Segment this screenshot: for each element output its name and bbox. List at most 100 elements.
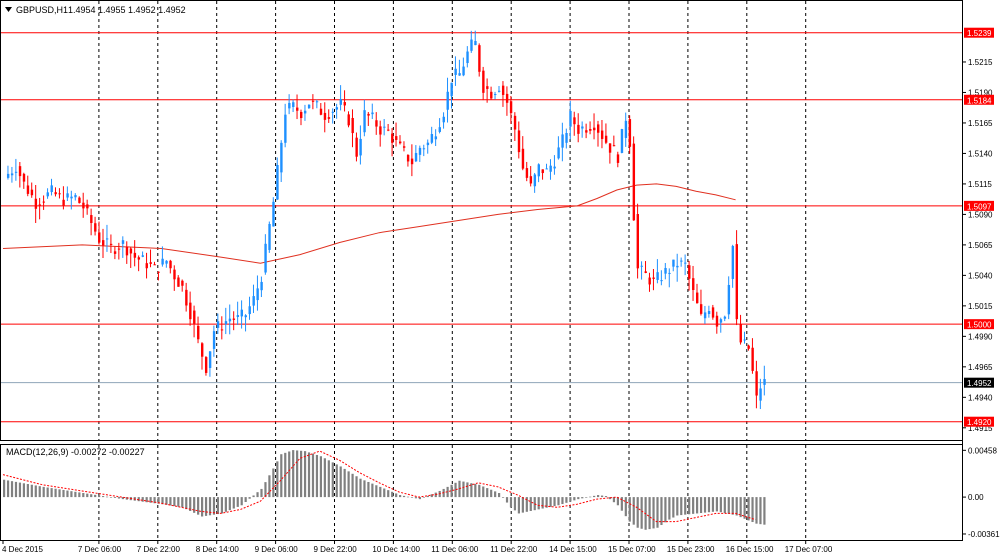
- candle-body[interactable]: [379, 126, 382, 135]
- candle-body[interactable]: [636, 214, 639, 269]
- candle-body[interactable]: [656, 272, 659, 280]
- candle-body[interactable]: [240, 309, 243, 317]
- candle-body[interactable]: [94, 223, 97, 232]
- horizontal-levels[interactable]: [1, 32, 962, 423]
- candle-body[interactable]: [177, 277, 180, 287]
- candle-body[interactable]: [260, 281, 263, 291]
- candle-body[interactable]: [367, 113, 370, 116]
- candle-body[interactable]: [307, 104, 311, 109]
- candle-body[interactable]: [545, 168, 548, 170]
- candle-body[interactable]: [252, 296, 255, 306]
- candle-body[interactable]: [688, 265, 691, 279]
- candle-body[interactable]: [597, 124, 600, 133]
- candle-body[interactable]: [501, 85, 505, 95]
- candle-body[interactable]: [66, 193, 69, 198]
- candle-body[interactable]: [707, 311, 711, 315]
- candle-body[interactable]: [268, 224, 271, 250]
- candle-body[interactable]: [402, 146, 406, 148]
- candle-body[interactable]: [577, 124, 580, 134]
- candle-body[interactable]: [632, 143, 636, 221]
- candle-body[interactable]: [42, 201, 45, 203]
- candle-body[interactable]: [30, 189, 34, 196]
- candle-body[interactable]: [406, 154, 410, 162]
- candle-body[interactable]: [616, 154, 620, 163]
- candle-body[interactable]: [292, 102, 295, 107]
- candles[interactable]: [6, 30, 766, 410]
- candle-body[interactable]: [450, 82, 453, 97]
- candle-body[interactable]: [395, 136, 398, 140]
- candle-body[interactable]: [315, 101, 319, 103]
- candle-body[interactable]: [585, 130, 588, 133]
- candle-body[interactable]: [446, 91, 449, 110]
- candle-body[interactable]: [684, 262, 687, 264]
- candle-body[interactable]: [109, 243, 113, 245]
- candle-body[interactable]: [319, 108, 323, 115]
- candle-body[interactable]: [153, 264, 156, 266]
- candle-body[interactable]: [751, 347, 754, 371]
- candle-body[interactable]: [22, 173, 26, 182]
- candle-body[interactable]: [228, 318, 232, 322]
- candle-body[interactable]: [557, 147, 560, 159]
- candle-body[interactable]: [430, 134, 434, 143]
- candle-body[interactable]: [371, 112, 374, 115]
- candle-body[interactable]: [185, 289, 188, 306]
- candle-body[interactable]: [442, 116, 445, 123]
- candle-body[interactable]: [355, 137, 358, 157]
- candle-body[interactable]: [513, 115, 517, 130]
- candle-body[interactable]: [434, 136, 438, 140]
- candle-body[interactable]: [438, 127, 441, 132]
- candle-body[interactable]: [232, 318, 236, 320]
- candle-body[interactable]: [335, 107, 339, 110]
- candle-body[interactable]: [272, 201, 275, 227]
- candle-body[interactable]: [696, 292, 699, 304]
- candle-body[interactable]: [482, 70, 485, 93]
- candle-body[interactable]: [18, 166, 22, 177]
- candle-body[interactable]: [537, 164, 540, 177]
- candle-body[interactable]: [26, 185, 30, 194]
- candle-body[interactable]: [458, 73, 461, 76]
- candle-body[interactable]: [521, 148, 525, 169]
- candle-body[interactable]: [387, 129, 390, 131]
- candle-body[interactable]: [692, 278, 695, 291]
- candle-body[interactable]: [256, 288, 259, 301]
- candle-body[interactable]: [719, 319, 723, 323]
- candle-body[interactable]: [327, 117, 331, 119]
- candle-body[interactable]: [149, 262, 152, 264]
- candle-body[interactable]: [422, 148, 426, 150]
- candle-body[interactable]: [78, 197, 81, 203]
- candle-body[interactable]: [703, 312, 707, 319]
- candle-body[interactable]: [644, 271, 647, 273]
- candle-body[interactable]: [216, 321, 220, 328]
- candle-body[interactable]: [569, 110, 572, 127]
- candle-body[interactable]: [747, 345, 750, 349]
- candle-body[interactable]: [672, 259, 675, 267]
- candle-body[interactable]: [541, 169, 544, 174]
- candle-body[interactable]: [189, 302, 192, 320]
- candle-body[interactable]: [604, 135, 608, 143]
- candle-body[interactable]: [181, 280, 184, 286]
- candle-body[interactable]: [125, 246, 129, 256]
- candle-body[interactable]: [529, 176, 533, 184]
- candle-body[interactable]: [121, 240, 125, 244]
- candle-body[interactable]: [486, 86, 489, 89]
- candle-body[interactable]: [311, 100, 315, 102]
- candle-body[interactable]: [743, 339, 746, 341]
- candle-body[interactable]: [359, 138, 362, 156]
- candle-body[interactable]: [129, 248, 133, 254]
- candle-body[interactable]: [236, 315, 240, 317]
- candle-body[interactable]: [763, 379, 766, 385]
- candle-body[interactable]: [276, 164, 279, 200]
- candle-body[interactable]: [204, 357, 208, 373]
- candle-body[interactable]: [573, 117, 576, 125]
- candle-body[interactable]: [161, 258, 164, 265]
- candle-body[interactable]: [652, 277, 655, 279]
- candle-body[interactable]: [478, 45, 481, 72]
- candle-body[interactable]: [509, 101, 513, 114]
- candle-body[interactable]: [284, 114, 287, 143]
- candle-body[interactable]: [561, 134, 564, 148]
- candle-body[interactable]: [296, 107, 299, 111]
- candle-body[interactable]: [399, 141, 402, 144]
- candle-body[interactable]: [731, 245, 735, 279]
- candle-body[interactable]: [581, 126, 584, 129]
- candle-body[interactable]: [418, 147, 422, 155]
